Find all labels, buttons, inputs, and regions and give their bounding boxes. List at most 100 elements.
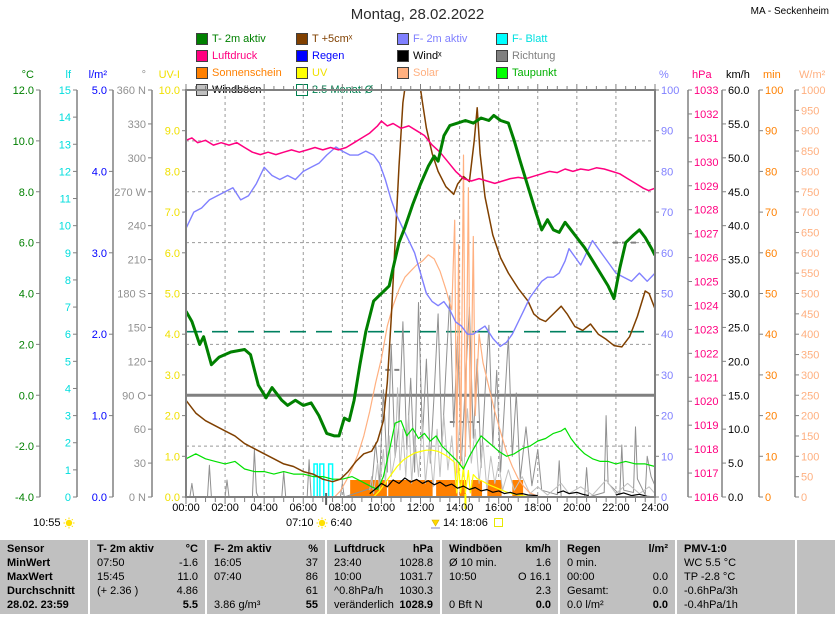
axis-tick-label-deg: 120 (128, 356, 146, 368)
axis-tick-label-celsius: 12.0 (13, 85, 34, 97)
table-cell-value: 61 (305, 585, 318, 597)
legend-swatch (496, 32, 508, 45)
table-cell-value: 0.0 (535, 599, 551, 611)
sun-icon (63, 517, 75, 528)
axis-unit-percent: % (659, 69, 669, 81)
axis-tick-label-hpa: 1027 (694, 229, 718, 241)
legend-swatch (496, 66, 508, 79)
axis-tick-label-lm2: 3.0 (92, 248, 107, 260)
axis-tick-label-percent: 90 (661, 126, 673, 138)
station-label: MA - Seckenheim (750, 6, 829, 17)
axis-tick-label-deg: 360 N (117, 85, 146, 97)
axis-tick-label-lf: 6 (65, 329, 71, 341)
legend-label: Taupunkt (512, 66, 557, 79)
x-axis-label: 04:00 (250, 502, 278, 514)
legend-item-t-2m-aktiv: T- 2m aktiv (196, 30, 296, 47)
table-separator (675, 540, 677, 614)
legend-item-uv: UV (296, 64, 397, 81)
table-cell-value: 1028.8 (399, 557, 433, 569)
axis-tick-label-wm2: 300 (801, 370, 819, 382)
table-cell-value: 1030.3 (399, 585, 433, 597)
axis-tick-label-uv: 4.0 (165, 329, 180, 341)
series-wind (369, 477, 538, 497)
axis-tick-label-wm2: 700 (801, 207, 819, 219)
axis-tick-label-deg: 90 O (122, 390, 146, 402)
axis-tick-label-deg: 30 (134, 458, 146, 470)
axis-tick-label-deg: 0 N (129, 492, 146, 504)
axis-tick-label-deg: 330 (128, 119, 146, 131)
axis-tick-label-percent: 40 (661, 329, 673, 341)
series-f-2m-aktiv (186, 146, 655, 348)
axis-tick-label-lm2: 4.0 (92, 166, 107, 178)
table-cell-text: Gesamt: (567, 585, 609, 597)
axis-tick-label-percent: 100 (661, 85, 679, 97)
axis-tick-label-hpa: 1031 (694, 133, 718, 145)
table-cell-text: 00:00 (567, 571, 595, 583)
table-cell-text: 07:50 (97, 557, 125, 569)
axis-tick-label-uv: 2.0 (165, 411, 180, 423)
axis-tick-label-lm2: 2.0 (92, 329, 107, 341)
table-cell-value: 37 (305, 557, 318, 569)
axis-tick-label-min: 100 (765, 85, 783, 97)
axis-tick-label-hpa: 1017 (694, 468, 718, 480)
axis-tick-label-hpa: 1023 (694, 324, 718, 336)
sunrise-icon (316, 517, 328, 528)
table-cell-text: 0 Bft N (449, 599, 483, 611)
axis-tick-label-min: 40 (765, 329, 777, 341)
series-richtung (189, 295, 655, 497)
axis-tick-label-min: 0 (765, 492, 771, 504)
table-col-name: PMV-1:0 (684, 543, 727, 555)
legend-swatch (196, 49, 208, 62)
legend-label: F- 2m aktiv (413, 32, 468, 45)
sunset-time: 18:06 (460, 516, 488, 529)
axis-tick-label-deg: 180 S (117, 289, 146, 301)
table-row-label: MinWert (7, 557, 51, 569)
axis-tick-label-wm2: 650 (801, 227, 819, 239)
axis-tick-label-celsius: 6.0 (19, 238, 34, 250)
legend-label: T- 2m aktiv (212, 32, 266, 45)
sunset-icon (431, 519, 440, 528)
axis-unit-min: min (763, 69, 781, 81)
axis-tick-label-percent: 30 (661, 370, 673, 382)
sunshine-block (459, 480, 467, 496)
axis-tick-label-lf: 0 (65, 492, 71, 504)
axis-unit-lf: lf (66, 69, 72, 81)
axis-tick-label-lf: 10 (59, 221, 71, 233)
legend-item-t-5cm-: T +5cmˣ (296, 30, 397, 47)
series-wind (557, 490, 589, 497)
axis-tick-label-wm2: 500 (801, 289, 819, 301)
axis-tick-label-kmh: 0.0 (728, 492, 743, 504)
axis-tick-label-lf: 12 (59, 166, 71, 178)
x-axis-label: 08:00 (329, 502, 357, 514)
table-col-unit: l/m² (648, 543, 668, 555)
table-cell-text: 15:45 (97, 571, 125, 583)
axis-tick-label-min: 60 (765, 248, 777, 260)
sunrise-time: 07:10 (286, 516, 314, 529)
axis-tick-label-wm2: 950 (801, 105, 819, 117)
series-uv (373, 449, 534, 497)
axis-tick-label-lf: 13 (59, 139, 71, 151)
table-separator (88, 540, 90, 614)
legend-swatch (296, 66, 308, 79)
axis-tick-label-wm2: 200 (801, 411, 819, 423)
sunrise-annotation: 07:10 6:40 (286, 516, 352, 529)
table-cell-text: 23:40 (334, 557, 362, 569)
axis-tick-label-celsius: -2.0 (15, 441, 34, 453)
axis-tick-label-hpa: 1018 (694, 444, 718, 456)
axis-tick-label-hpa: 1028 (694, 205, 718, 217)
legend-label: Solar (413, 66, 439, 79)
axis-tick-label-uv: 5.0 (165, 289, 180, 301)
legend-label: Sonnenschein (212, 66, 282, 79)
table-cell-text: 10:00 (334, 571, 362, 583)
axis-tick-label-hpa: 1025 (694, 277, 718, 289)
axis-tick-label-lf: 14 (59, 112, 71, 124)
axis-tick-label-lf: 15 (59, 85, 71, 97)
axis-tick-label-lf: 7 (65, 302, 71, 314)
x-axis-label: 14:00 (446, 502, 474, 514)
moonrise-time: 6:40 (330, 516, 352, 529)
table-separator (440, 540, 442, 614)
table-cell-value: O 16.1 (517, 571, 551, 583)
legend-item-richtung: Richtung (496, 47, 596, 64)
axis-tick-label-wm2: 100 (801, 451, 819, 463)
axis-tick-label-wm2: 350 (801, 350, 819, 362)
